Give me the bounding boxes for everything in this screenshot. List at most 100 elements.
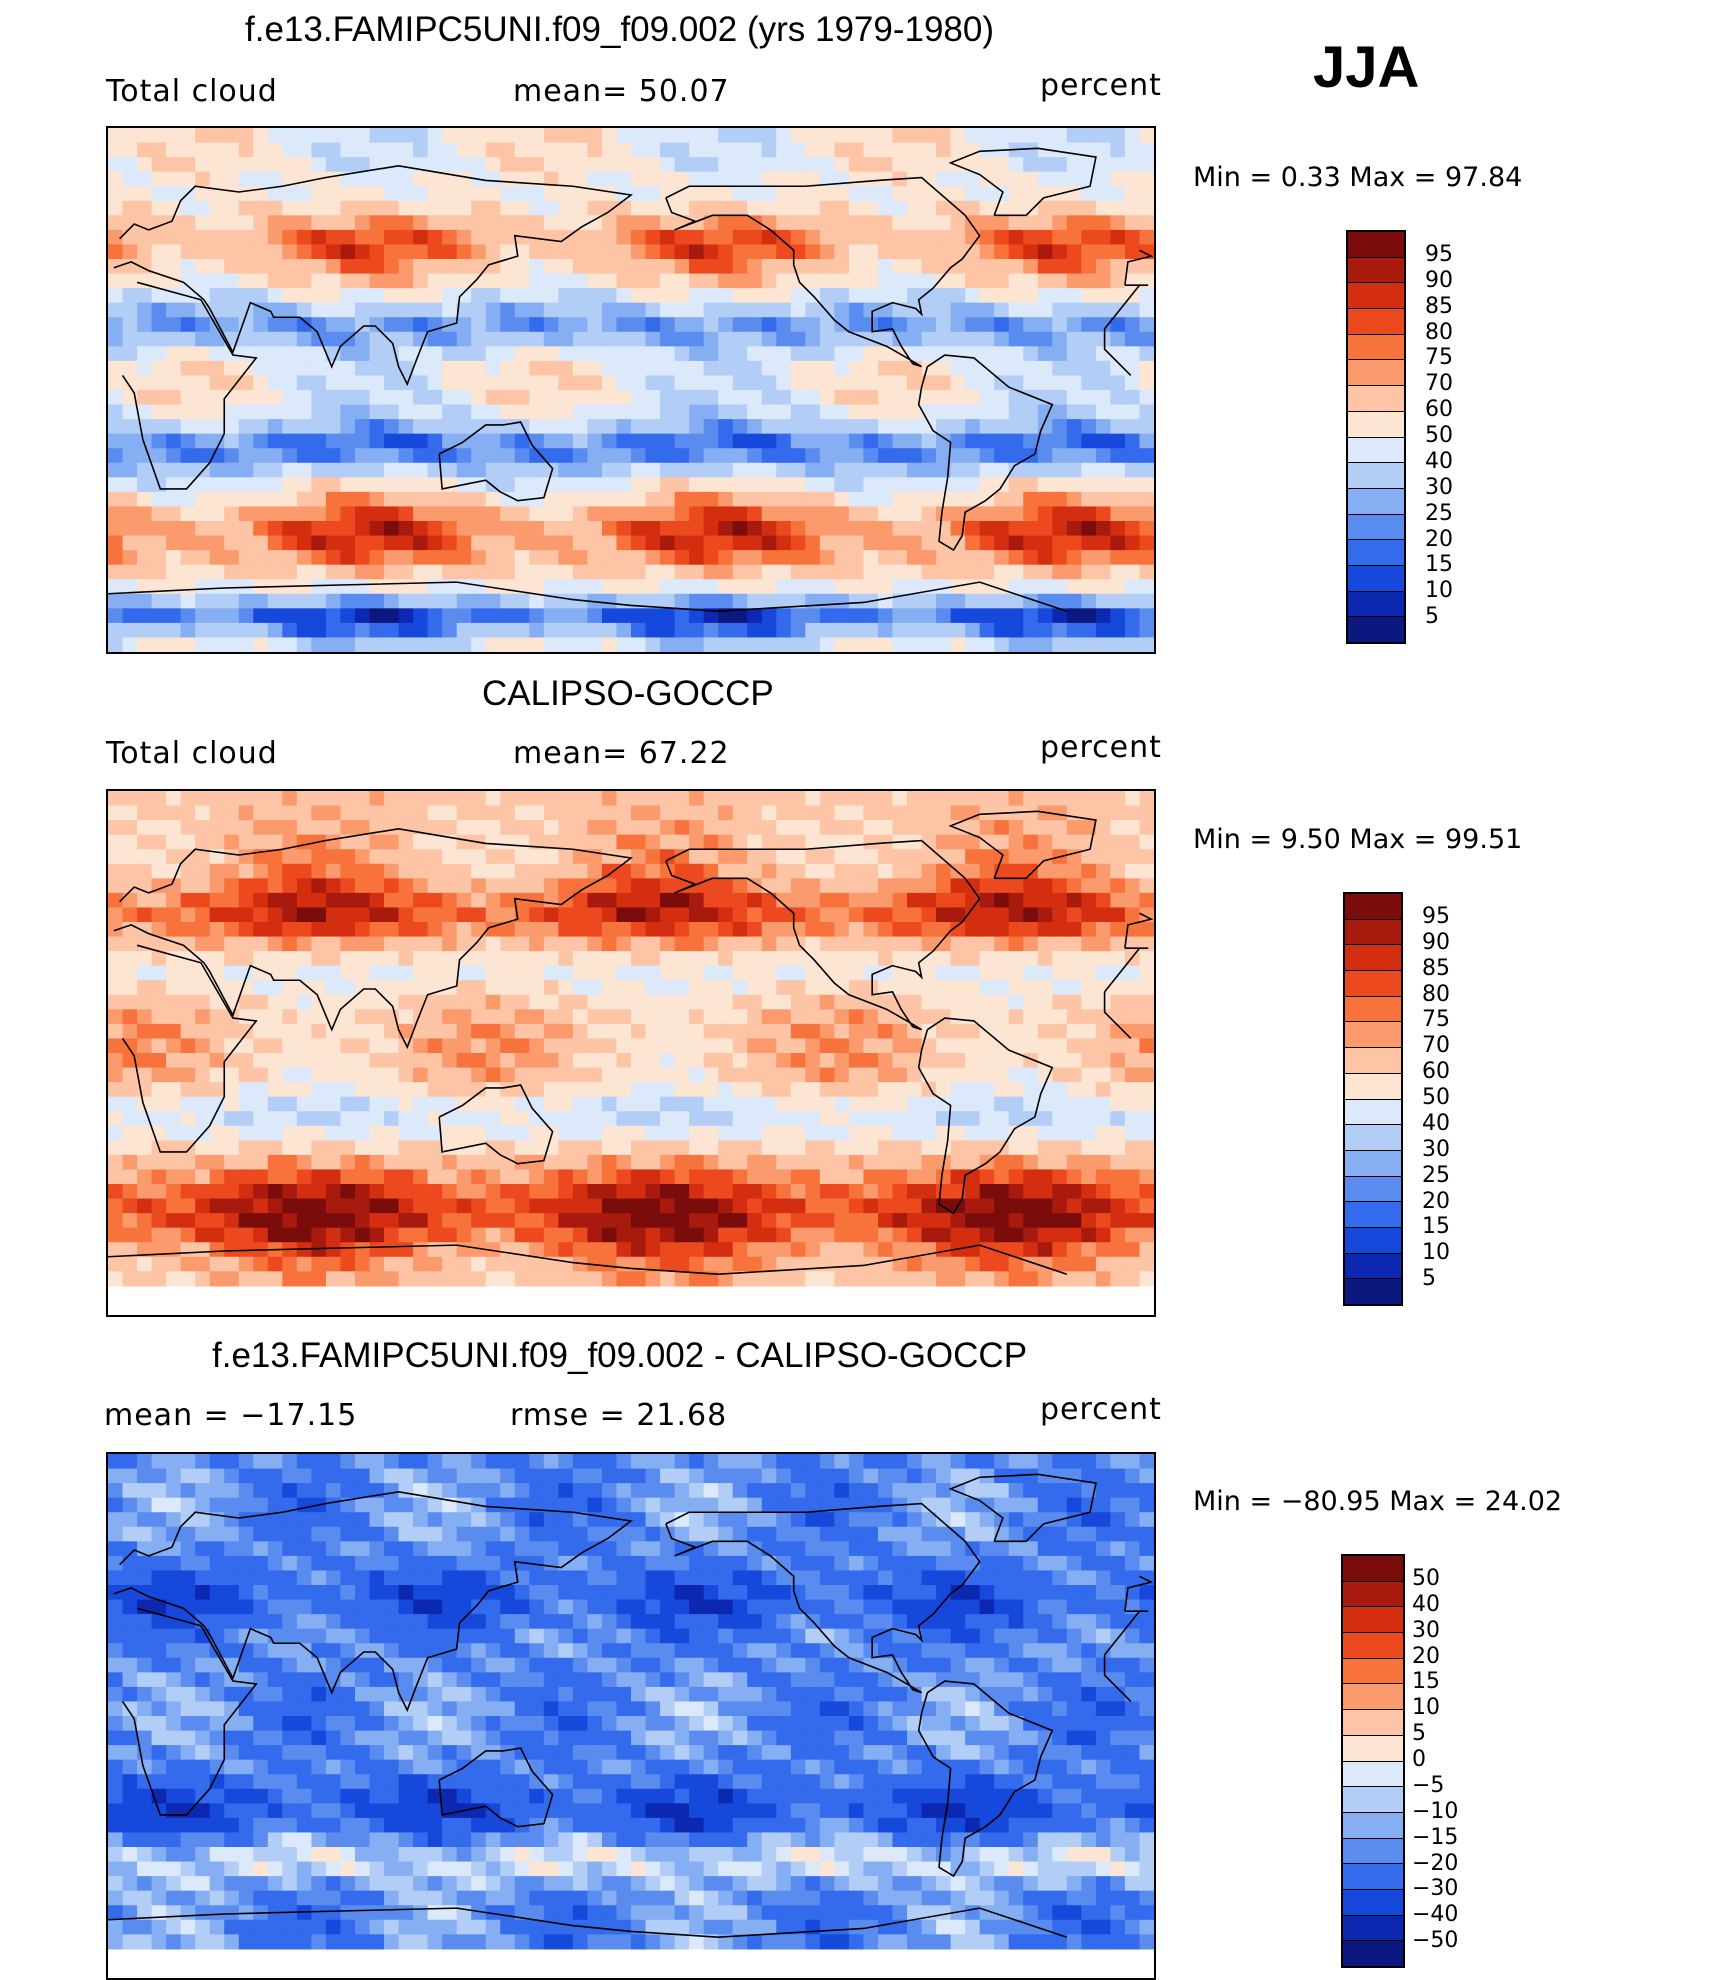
contour-cell <box>762 550 777 565</box>
contour-cell <box>239 1082 254 1097</box>
contour-cell <box>965 623 980 638</box>
contour-cell <box>704 536 719 551</box>
contour-cell <box>399 594 414 609</box>
contour-cell <box>210 1169 225 1184</box>
contour-cell <box>428 390 443 405</box>
contour-cell <box>282 186 297 201</box>
contour-cell <box>442 1228 457 1243</box>
contour-cell <box>268 1271 283 1286</box>
contour-cell <box>573 966 588 981</box>
contour-cell <box>137 477 152 492</box>
contour-cell <box>253 565 268 580</box>
contour-cell <box>311 937 326 952</box>
contour-cell <box>457 419 472 434</box>
contour-cell <box>587 274 602 289</box>
contour-cell <box>1081 995 1096 1010</box>
contour-cell <box>529 536 544 551</box>
contour-cell <box>210 201 225 216</box>
contour-cell <box>457 1213 472 1228</box>
contour-cell <box>616 288 631 303</box>
contour-cell <box>471 303 486 318</box>
contour-cell <box>355 594 370 609</box>
contour-cell <box>573 951 588 966</box>
contour-cell <box>195 806 210 821</box>
contour-cell <box>907 1257 922 1272</box>
contour-cell <box>544 937 559 952</box>
contour-cell <box>311 594 326 609</box>
contour-cell <box>718 477 733 492</box>
contour-cell <box>181 1038 196 1053</box>
contour-cell <box>399 1097 414 1112</box>
contour-cell <box>1052 419 1067 434</box>
contour-cell <box>1081 951 1096 966</box>
contour-cell <box>878 463 893 478</box>
contour-cell <box>849 1169 864 1184</box>
contour-cell <box>762 849 777 864</box>
contour-cell <box>747 995 762 1010</box>
contour-cell <box>340 579 355 594</box>
contour-cell <box>428 951 443 966</box>
contour-cell <box>747 157 762 172</box>
contour-cell <box>370 966 385 981</box>
contour-cell <box>951 608 966 623</box>
contour-cell <box>355 966 370 981</box>
contour-cell <box>123 172 138 187</box>
contour-cell <box>515 951 530 966</box>
contour-cell <box>922 1009 937 1024</box>
contour-cell <box>544 893 559 908</box>
contour-cell <box>471 806 486 821</box>
contour-cell <box>646 980 661 995</box>
contour-cell <box>311 893 326 908</box>
colorbar-swatch <box>1348 360 1404 386</box>
contour-cell <box>297 536 312 551</box>
contour-cell <box>239 274 254 289</box>
contour-cell <box>166 492 181 507</box>
contour-cell <box>965 1068 980 1083</box>
contour-cell <box>210 1082 225 1097</box>
contour-cell <box>675 1169 690 1184</box>
contour-cell <box>631 608 646 623</box>
contour-cell <box>1023 288 1038 303</box>
contour-cell <box>137 1155 152 1170</box>
contour-cell <box>442 1199 457 1214</box>
contour-cell <box>311 565 326 580</box>
contour-cell <box>210 1228 225 1243</box>
contour-cell <box>849 390 864 405</box>
contour-cell <box>1023 186 1038 201</box>
contour-cell <box>500 1169 515 1184</box>
contour-cell <box>224 907 239 922</box>
contour-cell <box>1023 303 1038 318</box>
contour-cell <box>922 506 937 521</box>
contour-cell <box>660 157 675 172</box>
contour-cell <box>602 477 617 492</box>
contour-cell <box>994 820 1009 835</box>
contour-cell <box>413 419 428 434</box>
contour-cell <box>660 128 675 143</box>
contour-cell <box>718 463 733 478</box>
contour-cell <box>1052 128 1067 143</box>
contour-cell <box>355 907 370 922</box>
contour-cell <box>820 565 835 580</box>
contour-cell <box>878 565 893 580</box>
contour-cell <box>181 1228 196 1243</box>
contour-cell <box>689 835 704 850</box>
contour-cell <box>646 1199 661 1214</box>
contour-cell <box>602 1228 617 1243</box>
contour-cell <box>471 259 486 274</box>
contour-cell <box>210 215 225 230</box>
contour-cell <box>660 405 675 420</box>
contour-cell <box>1067 1082 1082 1097</box>
contour-cell <box>834 434 849 449</box>
contour-cell <box>152 361 167 376</box>
contour-cell <box>791 565 806 580</box>
contour-cell <box>1052 375 1067 390</box>
contour-cell <box>922 1169 937 1184</box>
contour-cell <box>1139 215 1154 230</box>
contour-cell <box>210 492 225 507</box>
contour-cell <box>660 332 675 347</box>
contour-cell <box>747 1111 762 1126</box>
panel-1-units-label: percent <box>1040 68 1162 103</box>
contour-cell <box>239 550 254 565</box>
contour-cell <box>442 1009 457 1024</box>
contour-cell <box>616 1184 631 1199</box>
